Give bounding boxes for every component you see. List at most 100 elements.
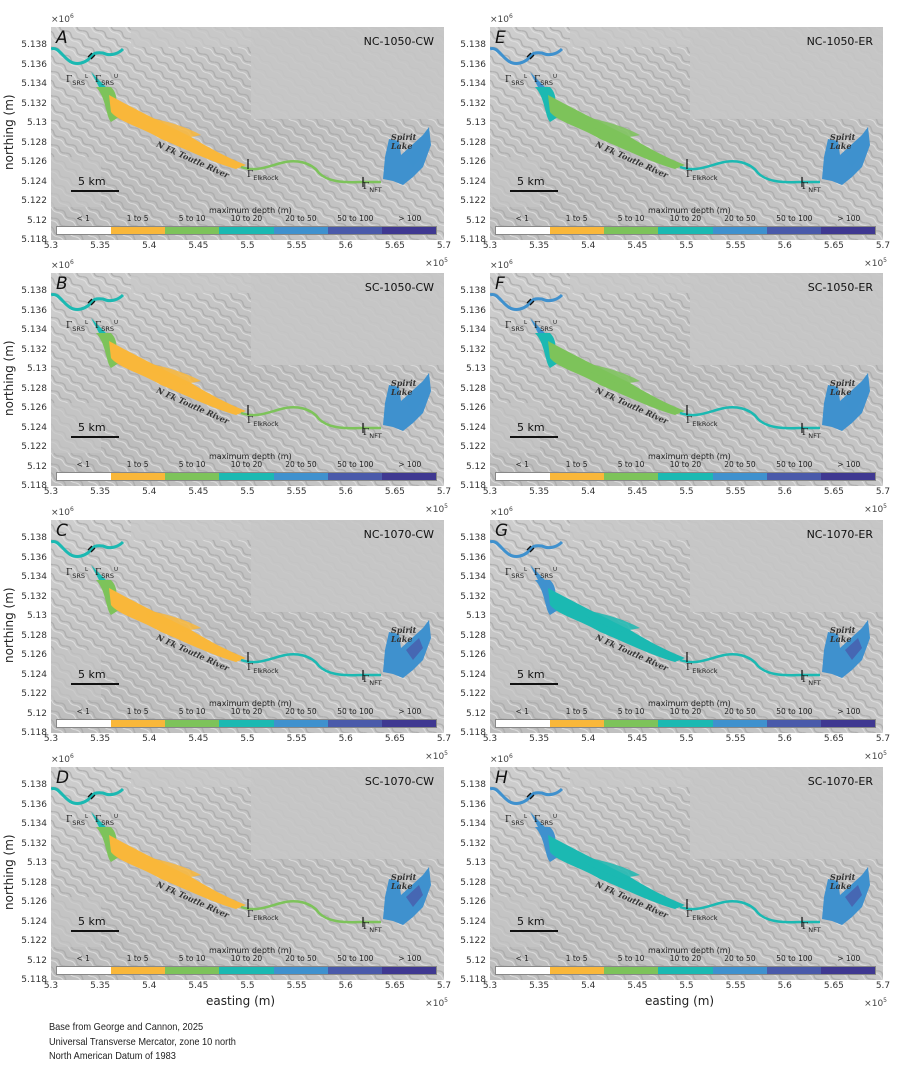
- colorbar-swatch: [550, 720, 605, 727]
- spirit-lake-label: Spirit Lake: [830, 132, 856, 151]
- y-tick-label: 5.132: [21, 344, 47, 355]
- y-tick-label: 5.118: [460, 728, 486, 738]
- map-credits: Base from George and Cannon, 2025 Univer…: [49, 1020, 236, 1064]
- x-tick-label: 5.4: [581, 487, 596, 497]
- x-exponent: ×105: [864, 503, 887, 515]
- y-tick-label: 5.136: [21, 552, 47, 563]
- x-tick-label: 5.35: [529, 487, 550, 497]
- x-tick-label: 5.5: [679, 981, 694, 991]
- x-tick-label: 5.5: [240, 487, 255, 497]
- x-tick-label: 5.45: [627, 734, 648, 744]
- y-tick-label: 5.118: [21, 235, 47, 245]
- colorbar-label: > 100: [398, 214, 422, 223]
- x-tick-label: 5.6: [338, 487, 353, 497]
- x-tick-label: 5.35: [529, 241, 550, 251]
- panel-letter: F: [495, 274, 505, 294]
- x-axis-label: easting (m): [206, 994, 276, 1008]
- hillshade-map: G NC-1070-ER ΓSRSL ΓSRSU ΓElkRock ΓNFT N…: [490, 520, 883, 733]
- y-tick-label: 5.132: [21, 98, 47, 109]
- colorbar-swatch: [820, 967, 875, 974]
- colorbar-swatch: [327, 720, 382, 727]
- colorbar-label: 10 to 20: [230, 460, 263, 469]
- colorbar-label: 10 to 20: [669, 214, 702, 223]
- depth-colorbar: [495, 966, 876, 975]
- inundation-map-svg: [490, 273, 883, 486]
- colorbar-label: < 1: [515, 460, 529, 469]
- colorbar-swatch: [712, 967, 767, 974]
- colorbar-swatch: [766, 720, 821, 727]
- x-tick-label: 5.65: [823, 241, 844, 251]
- y-tick-label: 5.124: [460, 176, 486, 187]
- y-tick-label: 5.128: [460, 630, 486, 641]
- colorbar-swatch: [496, 967, 551, 974]
- y-tick-label: 5.12: [26, 708, 47, 719]
- panel-letter: D: [56, 768, 70, 788]
- colorbar-label: 20 to 50: [285, 954, 317, 963]
- y-tick-label: 5.138: [21, 780, 47, 790]
- scenario-label: NC-1050-ER: [806, 35, 873, 48]
- gamma-srs-upper-label: ΓSRSU: [95, 814, 119, 827]
- y-tick-label: 5.138: [460, 286, 486, 296]
- x-tick-label: 5.65: [384, 487, 405, 497]
- y-tick-label: 5.132: [460, 591, 486, 602]
- x-tick-label: 5.5: [679, 487, 694, 497]
- y-ticks: 5.138 5.136 5.134 5.132 5.13 5.128 5.126 5.124 5…: [5, 520, 47, 738]
- y-tick-label: 5.122: [460, 442, 486, 452]
- y-tick-label: 5.118: [460, 975, 486, 985]
- y-exponent: ×106: [51, 13, 74, 25]
- inundation-map-svg: [51, 27, 444, 240]
- y-tick-label: 5.136: [21, 59, 47, 70]
- x-exponent: ×105: [425, 997, 448, 1009]
- credit-line: North American Datum of 1983: [49, 1050, 176, 1062]
- colorbar-swatch: [219, 967, 274, 974]
- credit-line: Base from George and Cannon, 2025: [49, 1021, 204, 1033]
- colorbar-label: 1 to 5: [565, 954, 588, 963]
- spirit-lake-label: Spirit Lake: [391, 625, 417, 644]
- x-tick-label: 5.5: [240, 241, 255, 251]
- y-tick-label: 5.132: [21, 591, 47, 602]
- colorbar-swatch: [57, 720, 112, 727]
- inundation-map-svg: [51, 273, 444, 486]
- scale-bar-label: 5 km: [517, 668, 545, 681]
- colorbar-label: 20 to 50: [285, 707, 317, 716]
- x-exponent: ×105: [864, 257, 887, 269]
- gamma-srs-upper-label: ΓSRSU: [95, 567, 119, 580]
- x-tick-label: 5.7: [875, 981, 891, 991]
- scale-bar: [510, 683, 558, 685]
- y-tick-label: 5.128: [21, 137, 47, 148]
- scale-bar: [71, 683, 119, 685]
- colorbar-swatch: [381, 227, 436, 234]
- colorbar-swatch: [165, 473, 220, 480]
- spirit-lake-label: Spirit Lake: [391, 872, 417, 891]
- y-ticks: 5.138 5.136 5.134 5.132 5.13 5.128 5.126 5.124 5…: [5, 767, 47, 985]
- colorbar-label: 1 to 5: [126, 214, 149, 223]
- y-tick-label: 5.134: [460, 819, 486, 829]
- y-tick-label: 5.138: [21, 533, 47, 543]
- colorbar-swatch: [327, 473, 382, 480]
- x-tick-label: 5.7: [875, 241, 891, 251]
- y-tick-label: 5.134: [21, 819, 47, 829]
- x-tick-label: 5.55: [725, 981, 746, 991]
- y-tick-label: 5.118: [21, 728, 47, 738]
- colorbar-swatch: [550, 473, 605, 480]
- colorbar-label: 5 to 10: [178, 707, 206, 716]
- y-tick-label: 5.12: [26, 461, 47, 472]
- y-tick-label: 5.13: [465, 118, 486, 128]
- y-tick-label: 5.134: [460, 79, 486, 89]
- x-ticks: 5.3 5.35 5.4 5.45 5.5 5.55 5.6 5.65 5.7: [44, 487, 451, 499]
- x-tick-label: 5.5: [679, 241, 694, 251]
- panel-letter: B: [56, 274, 68, 294]
- x-tick-label: 5.5: [240, 734, 255, 744]
- colorbar-swatch: [273, 227, 328, 234]
- y-tick-label: 5.13: [465, 364, 486, 374]
- y-ticks: 5.138 5.136 5.134 5.132 5.13 5.128 5.126 5.124 5…: [444, 767, 486, 985]
- colorbar-swatch: [381, 473, 436, 480]
- map-panel-a: ×106 5.138 5.136 5.134 5.132 5.13 5.128 5.126 5…: [21, 13, 451, 269]
- legend-title: maximum depth (m): [209, 946, 292, 955]
- y-ticks: 5.138 5.136 5.134 5.132 5.13 5.128 5.126 5.124 5…: [5, 27, 47, 245]
- x-tick-label: 5.7: [875, 734, 891, 744]
- x-tick-label: 5.6: [777, 241, 792, 251]
- y-tick-label: 5.12: [465, 215, 486, 226]
- gamma-srs-upper-label: ΓSRSU: [534, 320, 558, 333]
- scenario-label: SC-1050-CW: [364, 281, 434, 294]
